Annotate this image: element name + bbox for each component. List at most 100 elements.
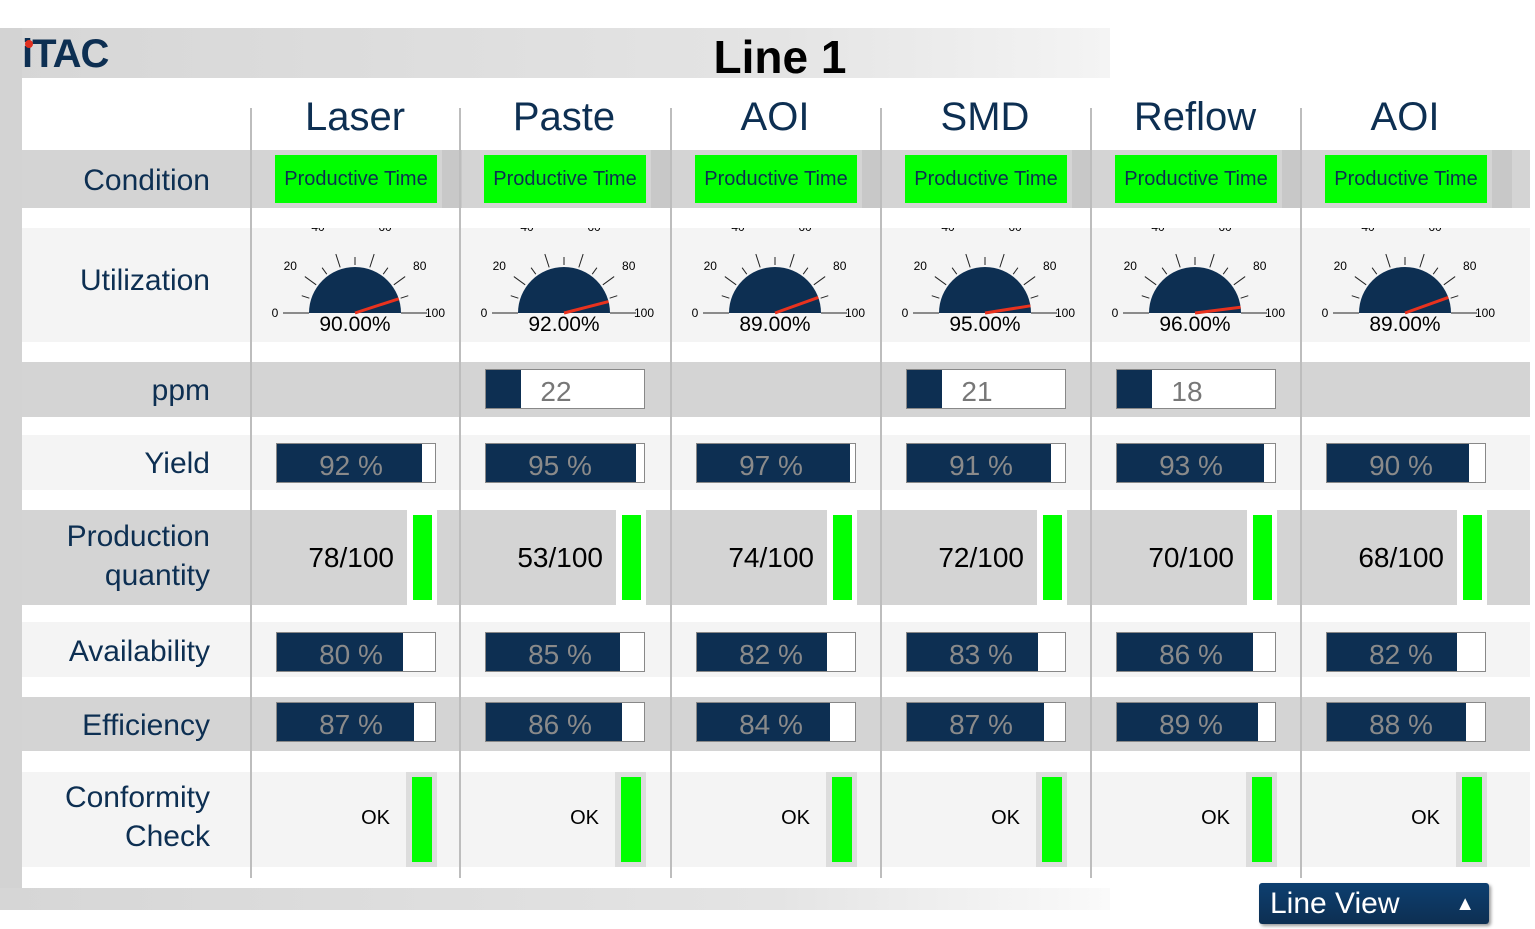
production-status-indicator [413,515,432,600]
gauge-tick [802,267,809,275]
availability-value: 82 % [739,639,803,670]
utilization-value: 89.00% [739,313,811,336]
efficiency-bar: 84 % [696,702,856,742]
gauge-dial [518,267,610,313]
availability-bar: 80 % [276,632,436,672]
column-divider [670,108,672,878]
gauge-tick [1351,295,1360,299]
yield-value: 93 % [1159,450,1223,481]
efficiency-value: 87 % [319,709,383,740]
gauge-needle [1194,305,1241,315]
gauge-tick [1354,276,1367,286]
conformity-value: OK [1201,807,1230,829]
gauge-tick [591,267,598,275]
line-view-label: Line View [1270,887,1400,920]
gauge-needle [984,304,1031,315]
gauge-dial [309,267,401,313]
condition-badge: Productive Time [905,155,1067,203]
gauge-tick [609,295,618,299]
station-header: Reflow [1133,95,1257,139]
gauge-tick-label: 0 [692,306,699,320]
availability-bar: 82 % [696,632,856,672]
utilization-value: 92.00% [528,313,600,336]
utilization-gauge: 0 20 40 60 80 100 [481,228,654,320]
triangle-up-icon: ▲ [1455,893,1475,915]
gauge-tick [301,295,310,299]
availability-value: 82 % [1369,639,1433,670]
logo-dot [25,40,33,48]
availability-value: 80 % [319,639,383,670]
availability-bar: 83 % [906,632,1066,672]
gauge-tick [951,267,958,275]
gauge-tick [813,276,826,286]
condition-badge: Productive Time [1115,155,1277,203]
gauge-tick-label: 0 [1322,306,1329,320]
gauge-tick-label: 100 [1055,306,1075,320]
gauge-tick-label: 60 [378,228,392,234]
gauge-tick [1209,253,1215,268]
yield-bar: 93 % [1116,443,1276,483]
gauge-needle [1404,296,1449,315]
gauge-tick [1144,276,1157,286]
conformity-status-indicator [1042,777,1062,862]
utilization-value: 95.00% [949,313,1021,336]
production-value: 70/100 [1148,542,1234,573]
gauge-tick [1012,267,1019,275]
gauge-tick [335,253,341,268]
gauge-tick [369,253,375,268]
row-label-availability: Availability [68,635,210,668]
conformity-status-indicator [621,777,641,862]
utilization-gauge: 0 20 40 60 80 100 [1112,228,1285,320]
page-title: Line 1 [713,31,847,83]
condition-gap [651,150,671,208]
gauge-tick-label: 80 [622,259,636,273]
row-band-production [22,510,1530,605]
conformity-value: OK [991,807,1020,829]
production-value: 72/100 [938,542,1024,573]
gauge-tick [1240,295,1249,299]
efficiency-bar: 87 % [276,702,436,742]
gauge-tick-label: 20 [1124,259,1138,273]
gauge-tick-label: 60 [798,228,812,234]
gauge-tick-label: 20 [914,259,928,273]
gauge-tick-label: 100 [845,306,865,320]
production-value: 78/100 [308,542,394,573]
gauge-tick-label: 80 [1043,259,1057,273]
gauge-tick [965,253,971,268]
condition-badge: Productive Time [695,155,857,203]
condition-gap [442,150,462,208]
gauge-tick-label: 40 [1151,228,1165,234]
gauge-tick-label: 0 [1112,306,1119,320]
gauge-tick [510,295,519,299]
condition-gap [1492,150,1512,208]
gauge-tick-label: 40 [941,228,955,234]
efficiency-bar: 89 % [1116,702,1276,742]
utilization-gauge: 0 20 40 60 80 100 [1322,228,1495,320]
yield-value: 95 % [528,450,592,481]
gauge-tick-label: 40 [731,228,745,234]
gauge-tick [724,276,737,286]
ppm-value: 22 [540,376,572,407]
availability-value: 86 % [1159,639,1223,670]
gauge-tick [1385,253,1391,268]
row-label-ppm: ppm [151,374,210,407]
yield-value: 97 % [739,450,803,481]
gauge-dial [1359,267,1451,313]
station-header: AOI [1370,95,1440,139]
ppm-bar: 21 [906,369,1066,409]
gauge-tick [1419,253,1425,268]
gauge-tick [1443,276,1456,286]
gauge-tick-label: 60 [1008,228,1022,234]
column-divider [250,108,252,878]
gauge-tick-label: 60 [1218,228,1232,234]
conformity-value: OK [361,807,390,829]
efficiency-value: 88 % [1369,709,1433,740]
availability-bar: 86 % [1116,632,1276,672]
gauge-tick [1030,295,1039,299]
line-view-button[interactable]: Line View ▲ [1259,883,1489,924]
station-header: Paste [512,95,616,139]
station-header: Laser [304,95,406,139]
gauge-tick [820,295,829,299]
yield-value: 90 % [1369,450,1433,481]
availability-value: 83 % [949,639,1013,670]
